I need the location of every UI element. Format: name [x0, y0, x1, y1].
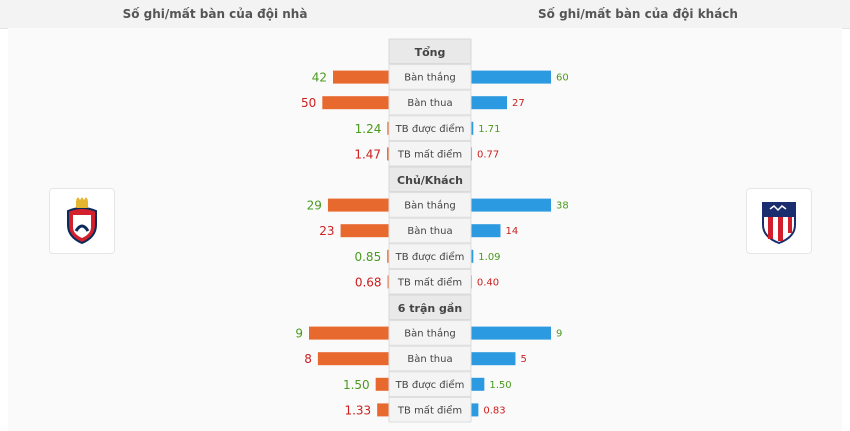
- row-label-box: [388, 371, 472, 397]
- row-label: Bàn thắng: [404, 199, 456, 212]
- section-header: [388, 166, 472, 193]
- away-header-title: Số ghi/mất bàn của đội khách: [538, 7, 738, 21]
- away-bar: [471, 70, 551, 84]
- away-value-label: 1.71: [478, 124, 500, 135]
- section-header: [388, 38, 472, 65]
- away-value-label: 60: [556, 73, 569, 84]
- away-value-label: 1.50: [489, 380, 511, 391]
- away-bar: [471, 403, 479, 417]
- atletico-madrid-crest-icon: [762, 202, 796, 245]
- home-team-logo[interactable]: [49, 188, 115, 254]
- away-bar: [471, 352, 516, 366]
- away-value-label: 1.09: [478, 252, 500, 263]
- home-header-title: Số ghi/mất bàn của đội nhà: [122, 7, 308, 21]
- home-bar: [377, 403, 389, 417]
- home-bar: [309, 326, 389, 340]
- home-value-label: 0.85: [354, 250, 381, 264]
- row-label: Bàn thua: [407, 97, 452, 109]
- home-value-label: 23: [319, 224, 334, 238]
- row-label-box: [388, 243, 472, 269]
- row-label: Bàn thắng: [404, 327, 456, 340]
- row-label-box: [388, 64, 472, 90]
- home-bar: [333, 70, 389, 84]
- row-label-box: [388, 320, 472, 346]
- osasuna-crest-icon: [67, 197, 97, 245]
- home-value-label: 42: [312, 71, 327, 85]
- row-label-box: [388, 217, 472, 244]
- home-value-label: 1.50: [343, 378, 370, 392]
- home-bar: [340, 224, 389, 238]
- away-team-logo[interactable]: [746, 188, 812, 254]
- section-title: Tổng: [415, 46, 446, 59]
- away-value-label: 27: [512, 98, 525, 109]
- away-bar: [471, 198, 551, 212]
- row-label: Bàn thua: [407, 225, 452, 237]
- home-value-label: 50: [301, 96, 316, 110]
- away-value-label: 0.83: [483, 405, 505, 416]
- away-value-label: 9: [556, 329, 562, 340]
- section-title: 6 trận gần: [398, 302, 462, 315]
- home-value-label: 8: [304, 352, 312, 366]
- home-bar: [387, 121, 389, 135]
- home-bar: [387, 275, 389, 289]
- away-bar: [471, 377, 485, 391]
- home-value-label: 1.47: [354, 147, 381, 161]
- away-value-label: 38: [556, 201, 569, 212]
- away-bar: [471, 121, 474, 135]
- row-label-box: [388, 396, 472, 423]
- row-label-box: [388, 115, 472, 141]
- away-bar: [471, 147, 473, 161]
- row-label: TB được điểm: [395, 250, 465, 263]
- row-label-box: [388, 89, 472, 116]
- home-bar: [375, 377, 389, 391]
- away-bar: [471, 96, 507, 110]
- row-label-box: [388, 140, 472, 167]
- away-bar: [471, 249, 474, 263]
- section-header: [388, 294, 472, 321]
- row-label: TB mất điểm: [397, 403, 462, 416]
- home-value-label: 29: [307, 199, 322, 213]
- home-value-label: 1.33: [344, 403, 371, 417]
- row-label: TB được điểm: [395, 122, 465, 135]
- row-label: TB mất điểm: [397, 275, 462, 288]
- away-value-label: 5: [520, 354, 526, 365]
- away-value-label: 0.40: [477, 277, 499, 288]
- away-value-label: 0.77: [477, 149, 499, 160]
- away-value-label: 14: [505, 226, 518, 237]
- row-label: TB được điểm: [395, 378, 465, 391]
- home-bar: [387, 249, 389, 263]
- section-title: Chủ/Khách: [397, 174, 463, 187]
- home-bar: [322, 96, 389, 110]
- row-label: Bàn thua: [407, 353, 452, 365]
- row-label-box: [388, 268, 472, 295]
- row-label-box: [388, 192, 472, 218]
- home-value-label: 0.68: [355, 275, 382, 289]
- home-bar: [317, 352, 389, 366]
- home-value-label: 1.24: [355, 122, 382, 136]
- header-bar: Số ghi/mất bàn của đội nhà Số ghi/mất bà…: [0, 0, 850, 29]
- row-label: TB mất điểm: [397, 147, 462, 160]
- row-label: Bàn thắng: [404, 71, 456, 84]
- away-bar: [471, 224, 501, 238]
- row-label-box: [388, 345, 472, 372]
- home-value-label: 9: [295, 327, 303, 341]
- home-bar: [387, 147, 389, 161]
- home-bar: [327, 198, 389, 212]
- away-bar: [471, 326, 551, 340]
